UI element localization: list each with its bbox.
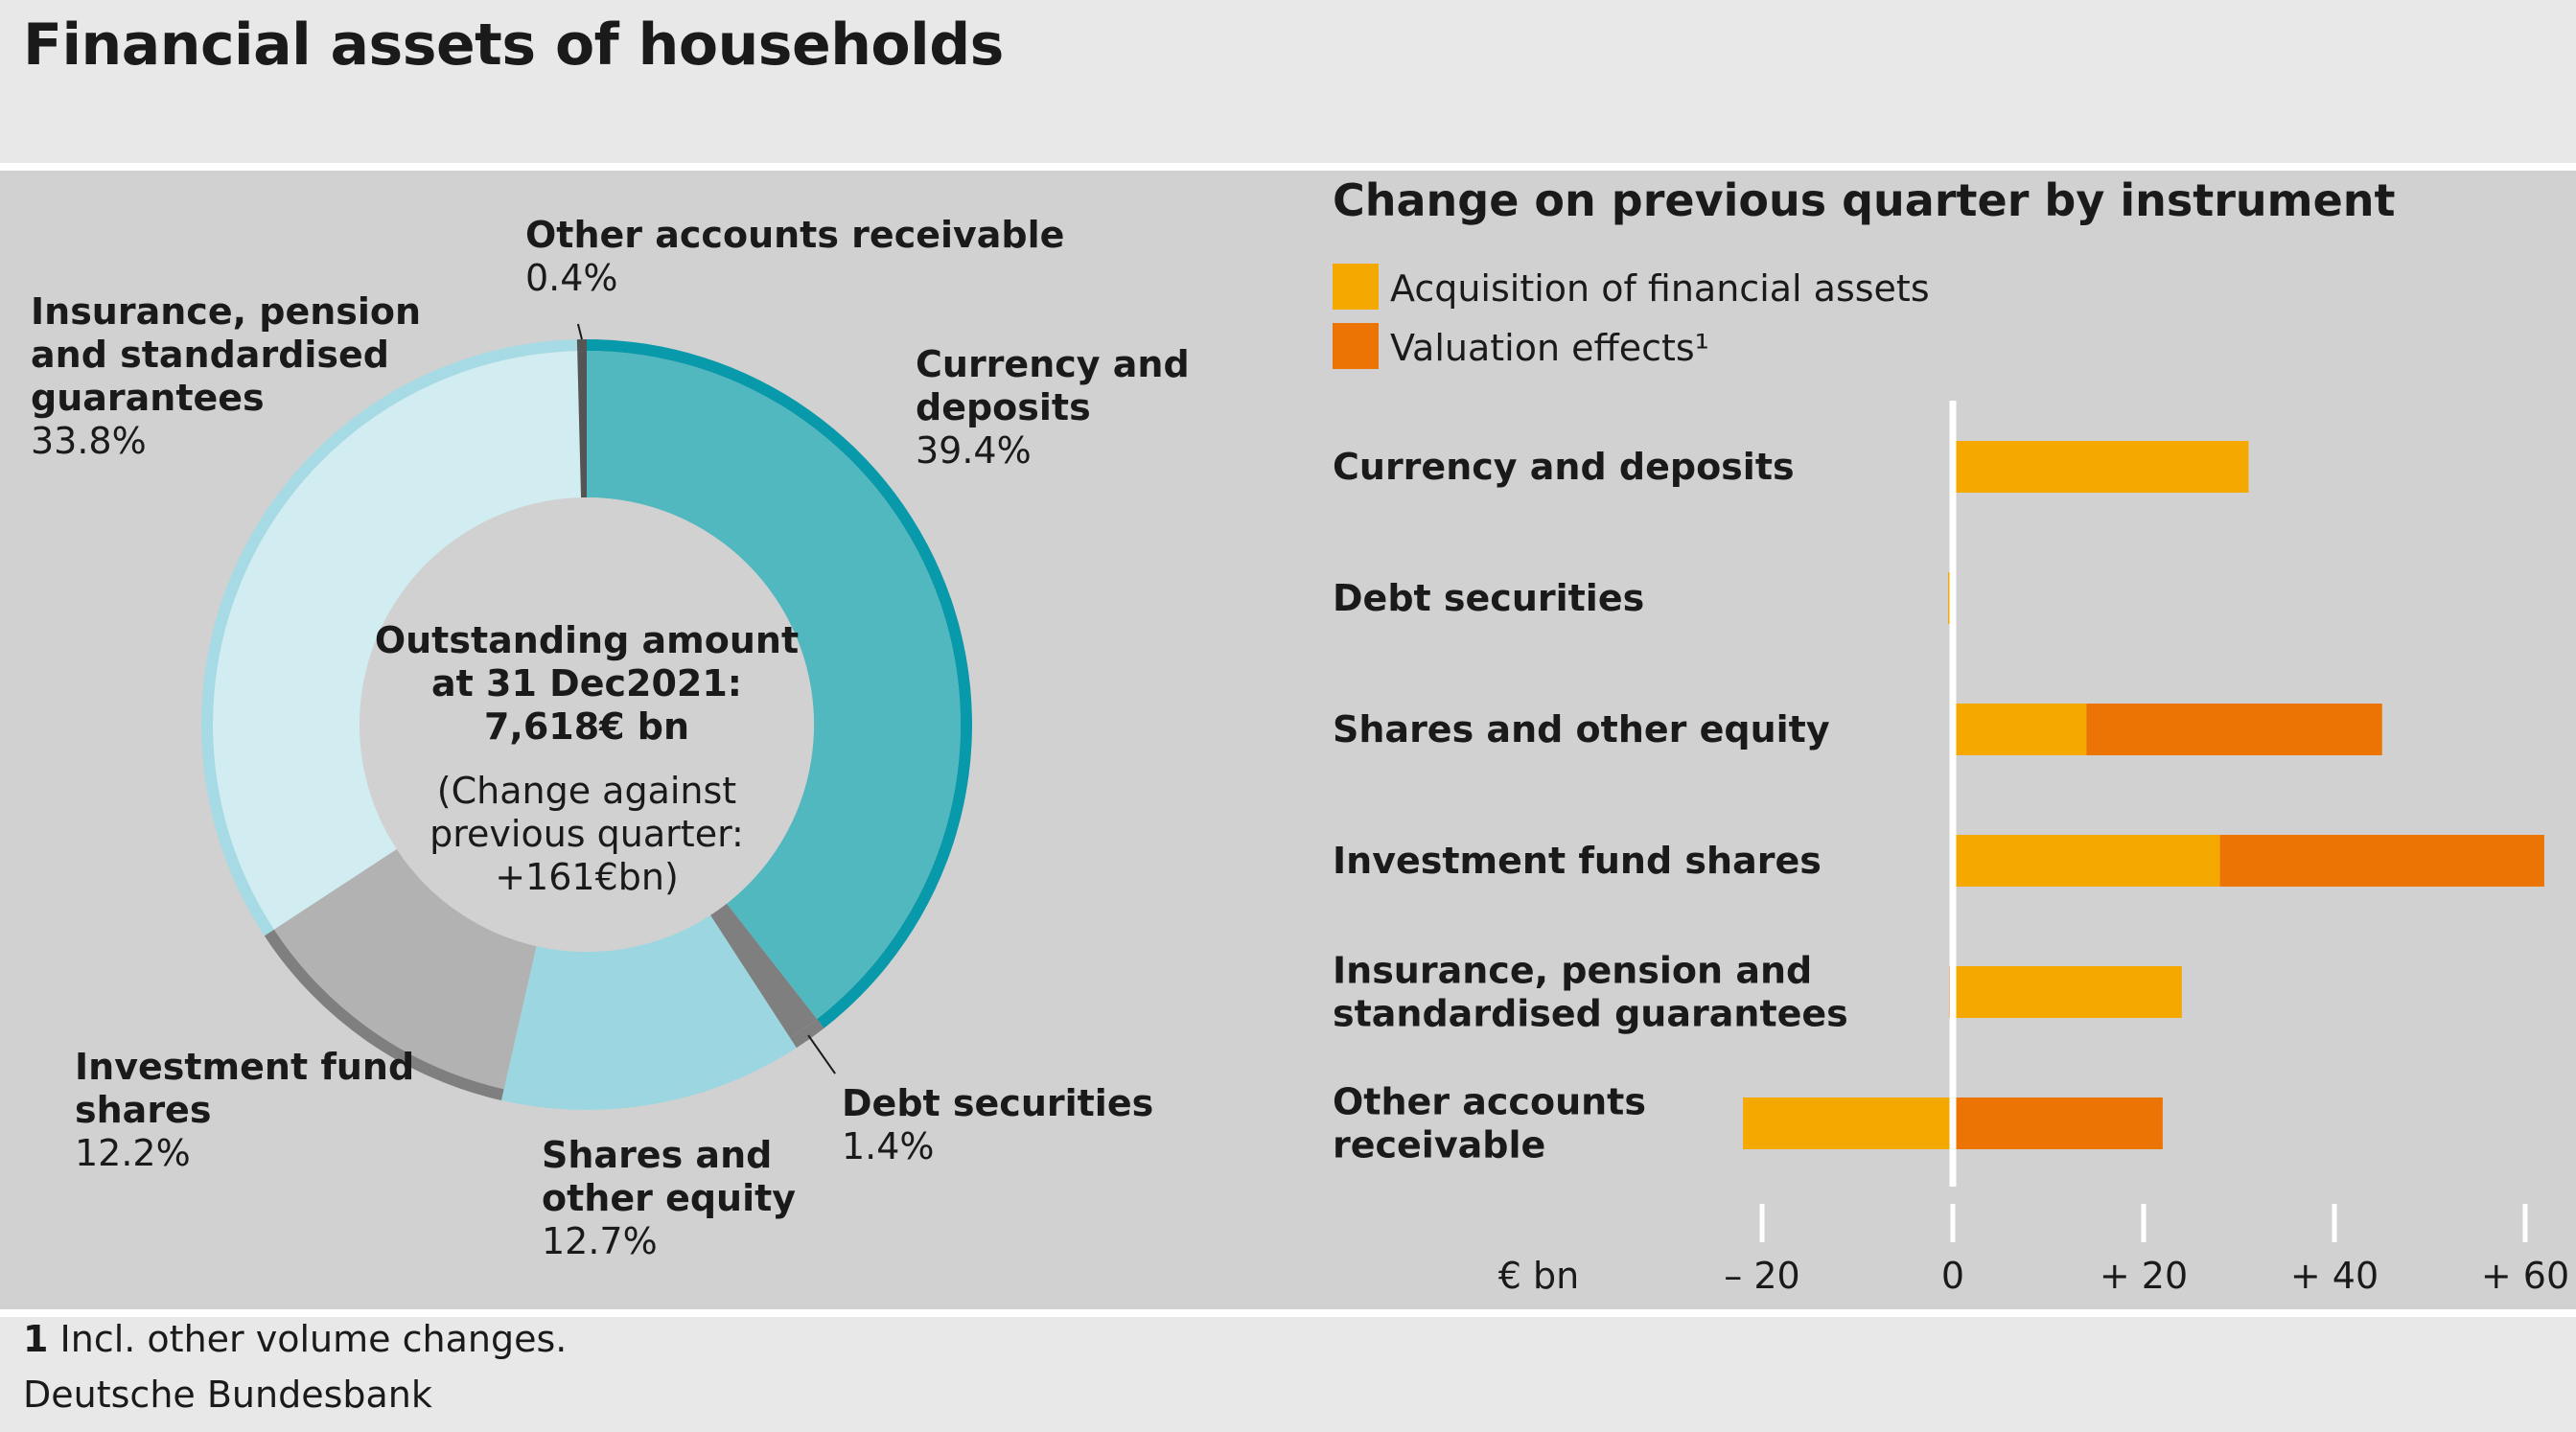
bar-chart: Change on previous quarter by instrument… [1333,174,2569,1297]
donut-center-line: at 31 Dec2021: [431,662,742,704]
donut-slice [503,914,791,1098]
category-label: Shares and other equity [1333,708,1830,751]
donut-slice-rim [201,339,578,936]
slice-value-label: 12.7% [542,1220,658,1262]
slice-label: Insurance, pension [31,290,421,333]
footnote-text: Incl. other volume changes. [48,1318,568,1360]
bar-segment [1953,835,2220,887]
bar-segment [1953,441,2249,493]
bar-segment [2219,835,2544,887]
bar-segment [1953,704,2087,755]
slice-label: deposits [916,386,1091,428]
donut-slice [709,903,818,1039]
bar-panel-title: Change on previous quarter by instrument [1333,174,2396,226]
bar-segment [1953,966,2182,1018]
legend-label: Acquisition of financial assets [1390,267,1930,310]
slice-label: guarantees [31,377,265,419]
donut-slice-rim [790,1019,824,1049]
x-tick-label: + 20 [2100,1255,2188,1297]
donut-slice [273,848,537,1090]
leader-line [807,1034,836,1074]
slice-label: Investment fund [75,1046,414,1088]
slice-label: Currency and [916,343,1190,385]
donut-slice [587,351,961,1020]
leader-line [576,323,583,340]
x-tick-label: – 20 [1724,1255,1799,1297]
category-label: standardised guarantees [1333,993,1848,1035]
slice-label: shares [75,1089,211,1131]
donut-center-line: previous quarter: [429,813,744,855]
slice-value-label: 39.4% [916,429,1032,472]
bar-segment [2086,704,2382,755]
slice-value-label: 33.8% [31,420,147,462]
slice-label: Other accounts receivable [525,214,1064,256]
category-label: Investment fund shares [1333,840,1822,882]
footnote-number: 1 [23,1318,49,1360]
slice-label: other equity [542,1177,796,1219]
category-label: Debt securities [1333,577,1644,619]
donut-slice-rim [500,1038,797,1110]
legend-swatch [1333,323,1379,369]
category-label: Currency and deposits [1333,446,1795,488]
chart-title: Financial assets of households [23,12,1004,79]
legend-label: Valuation effects¹ [1390,327,1709,369]
donut-slice [212,351,582,930]
slice-value-label: 1.4% [842,1125,935,1167]
category-label: Other accounts [1333,1081,1646,1123]
bar-segment [1743,1097,1953,1149]
x-tick-label: 0 [1941,1255,1964,1297]
donut-center-total: 7,618€ bn [484,705,689,748]
legend-swatch [1333,264,1379,310]
slice-value-label: 0.4% [525,257,618,299]
slice-value-label: 12.2% [75,1132,191,1174]
donut-slice-rim [576,339,587,352]
donut-center-line: (Change against [437,770,736,812]
footnote: 1 Incl. other volume changes. [23,1318,567,1360]
donut-slice [577,351,587,498]
x-tick-label: + 40 [2290,1255,2379,1297]
bar-segment [1953,1097,2163,1149]
category-label: receivable [1333,1124,1545,1166]
slice-label: and standardised [31,334,389,376]
slice-label: Debt securities [842,1082,1153,1124]
x-axis-unit-label: € bn [1498,1255,1579,1297]
donut-hole [360,497,814,952]
category-label: Insurance, pension and [1333,950,1812,992]
donut-slice-rim [264,929,504,1101]
source-label: Deutsche Bundesbank [23,1374,432,1416]
slice-label: Shares and [542,1134,772,1176]
chart-panel: Outstanding amount at 31 Dec2021: 7,618€ b… [0,163,2576,1317]
donut-center-line: Outstanding amount [375,619,799,661]
donut-center-change: +161€bn) [495,856,679,898]
x-tick-label: + 60 [2481,1255,2569,1297]
